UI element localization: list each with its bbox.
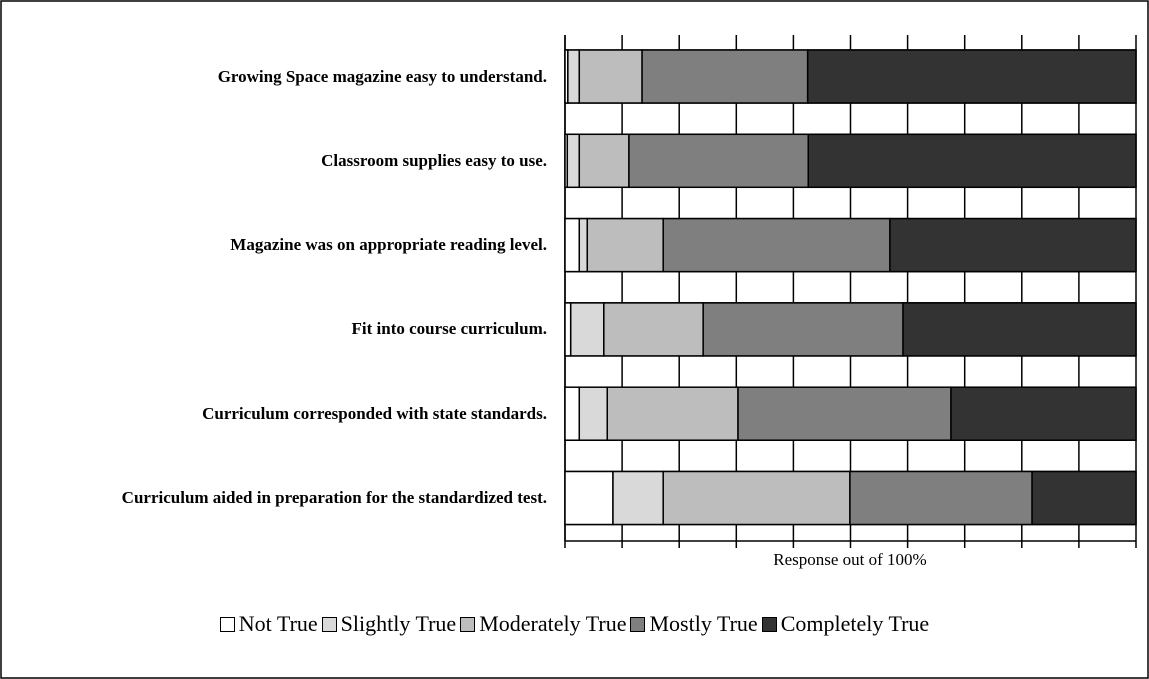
bar-segment [889, 217, 1137, 273]
y-tick-label: Curriculum corresponded with state stand… [202, 403, 547, 423]
y-tick-label: Classroom supplies easy to use. [321, 150, 547, 170]
bar-segment [578, 217, 589, 273]
bar-segment [564, 386, 581, 441]
bar-segment [1031, 470, 1137, 526]
bar-segment [849, 470, 1033, 526]
legend: Not True Slightly True Moderately True Most… [0, 611, 1149, 638]
bar-segment [641, 49, 809, 104]
bar-segment [564, 217, 581, 273]
legend-swatch [630, 616, 646, 632]
y-tick-label: Curriculum aided in preparation for the … [121, 488, 547, 507]
bar-segment [807, 133, 1137, 189]
bar-segment [564, 302, 572, 357]
legend-label: Moderately True [479, 611, 627, 636]
bar-segment [606, 386, 739, 441]
bar-segment [737, 386, 952, 441]
legend-item: Moderately True [460, 611, 626, 637]
y-tick-label-box: Fit into course curriculum. [352, 299, 547, 359]
bar-segment [628, 133, 809, 189]
y-tick-label-box: Magazine was on appropriate reading leve… [230, 215, 547, 275]
y-tick-label-box: Curriculum aided in preparation for the … [122, 468, 547, 528]
bar-segment [902, 302, 1137, 357]
y-tick-label-box: Classroom supplies easy to use. [321, 131, 547, 191]
legend-swatch [321, 616, 337, 632]
bar-segment [566, 133, 581, 189]
bar-segment [586, 217, 664, 273]
y-tick-label: Magazine was on appropriate reading leve… [230, 235, 547, 255]
bar-segment [564, 470, 614, 526]
legend-item: Mostly True [630, 611, 758, 637]
bar-segment [950, 386, 1137, 441]
legend-label: Slightly True [340, 611, 457, 636]
y-tick-label-box: Curriculum corresponded with state stand… [202, 384, 547, 444]
y-tick-label: Fit into course curriculum. [351, 319, 547, 339]
bar-segment [806, 49, 1137, 104]
bar-segment [578, 133, 630, 189]
bar-segment [612, 470, 664, 526]
legend-item: Completely True [761, 611, 930, 637]
x-axis-label: Response out of 100% [773, 550, 926, 569]
bar-segment [603, 302, 704, 357]
legend-label: Not True [238, 611, 318, 636]
legend-swatch [219, 616, 235, 632]
bar-segment [567, 49, 581, 104]
bar-segment [662, 217, 891, 273]
bar-segment [578, 386, 609, 441]
bar-segment [702, 302, 904, 357]
legend-item: Not True [219, 611, 318, 637]
y-tick-label-box: Growing Space magazine easy to understan… [218, 47, 547, 107]
legend-label: Mostly True [649, 611, 758, 636]
bar-segment [569, 302, 605, 357]
legend-swatch [761, 616, 777, 632]
legend-swatch [460, 616, 476, 632]
y-tick-label: Growing Space magazine easy to understan… [217, 66, 547, 86]
bar-segment [662, 470, 851, 526]
legend-label: Completely True [780, 611, 930, 636]
legend-item: Slightly True [321, 611, 457, 637]
bar-segment [578, 49, 643, 104]
